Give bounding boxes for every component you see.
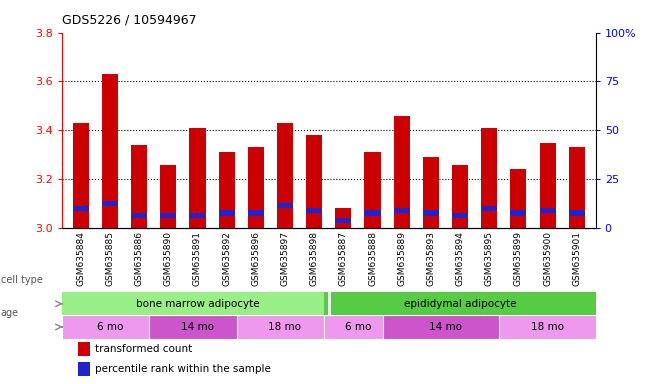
Bar [219, 210, 234, 216]
Bar [160, 213, 176, 218]
Bar [149, 315, 245, 339]
Text: 14 mo: 14 mo [181, 322, 214, 332]
Bar [306, 135, 322, 228]
Bar [540, 142, 555, 228]
Bar [510, 169, 527, 228]
Text: bone marrow adipocyte: bone marrow adipocyte [135, 299, 259, 309]
Bar [324, 292, 596, 315]
Text: GSM635891: GSM635891 [193, 231, 202, 286]
Bar [540, 208, 555, 214]
Bar [383, 315, 508, 339]
Text: GSM635895: GSM635895 [485, 231, 493, 286]
Text: GSM635893: GSM635893 [426, 231, 436, 286]
Bar [394, 116, 409, 228]
Bar [219, 152, 234, 228]
Bar [481, 205, 497, 211]
Text: GDS5226 / 10594967: GDS5226 / 10594967 [62, 13, 197, 26]
Text: GSM635897: GSM635897 [281, 231, 290, 286]
Text: GSM635888: GSM635888 [368, 231, 377, 286]
Bar [324, 315, 391, 339]
Text: GSM635886: GSM635886 [135, 231, 144, 286]
Text: GSM635899: GSM635899 [514, 231, 523, 286]
Bar [481, 128, 497, 228]
Text: GSM635900: GSM635900 [543, 231, 552, 286]
Bar [248, 147, 264, 228]
Text: 6 mo: 6 mo [345, 322, 371, 332]
Bar [510, 210, 527, 216]
Bar [569, 210, 585, 216]
Text: cell type: cell type [1, 275, 42, 285]
Bar [365, 210, 381, 216]
Bar [62, 315, 158, 339]
Bar [102, 74, 118, 228]
Bar [569, 147, 585, 228]
Text: age: age [1, 308, 19, 318]
Bar [189, 128, 206, 228]
Bar [248, 210, 264, 216]
Bar [78, 342, 90, 356]
Bar [335, 209, 352, 228]
Bar [73, 205, 89, 211]
Text: 14 mo: 14 mo [429, 322, 462, 332]
Bar [131, 213, 147, 218]
Bar [335, 218, 352, 223]
Bar [277, 203, 293, 209]
Bar [277, 123, 293, 228]
Text: GSM635885: GSM635885 [105, 231, 115, 286]
Bar [189, 213, 206, 218]
Bar [237, 315, 333, 339]
Bar [62, 292, 333, 315]
Bar [160, 164, 176, 228]
Text: GSM635890: GSM635890 [164, 231, 173, 286]
Text: GSM635887: GSM635887 [339, 231, 348, 286]
Bar [394, 208, 409, 214]
Text: 18 mo: 18 mo [531, 322, 564, 332]
Text: GSM635892: GSM635892 [222, 231, 231, 286]
Text: GSM635898: GSM635898 [310, 231, 319, 286]
Text: transformed count: transformed count [95, 344, 192, 354]
Text: GSM635889: GSM635889 [397, 231, 406, 286]
Bar [131, 145, 147, 228]
Text: epididymal adipocyte: epididymal adipocyte [404, 299, 516, 309]
Text: 18 mo: 18 mo [268, 322, 301, 332]
Bar [423, 210, 439, 216]
Bar [365, 152, 381, 228]
Text: GSM635884: GSM635884 [76, 231, 85, 286]
Bar [102, 201, 118, 206]
Bar [452, 164, 468, 228]
Bar [306, 208, 322, 214]
Bar [452, 213, 468, 218]
Text: GSM635894: GSM635894 [456, 231, 465, 286]
Text: 6 mo: 6 mo [97, 322, 123, 332]
Bar [423, 157, 439, 228]
Text: percentile rank within the sample: percentile rank within the sample [95, 364, 271, 374]
Bar [499, 315, 596, 339]
Text: GSM635896: GSM635896 [251, 231, 260, 286]
Bar [78, 362, 90, 376]
Bar [73, 123, 89, 228]
Text: GSM635901: GSM635901 [572, 231, 581, 286]
